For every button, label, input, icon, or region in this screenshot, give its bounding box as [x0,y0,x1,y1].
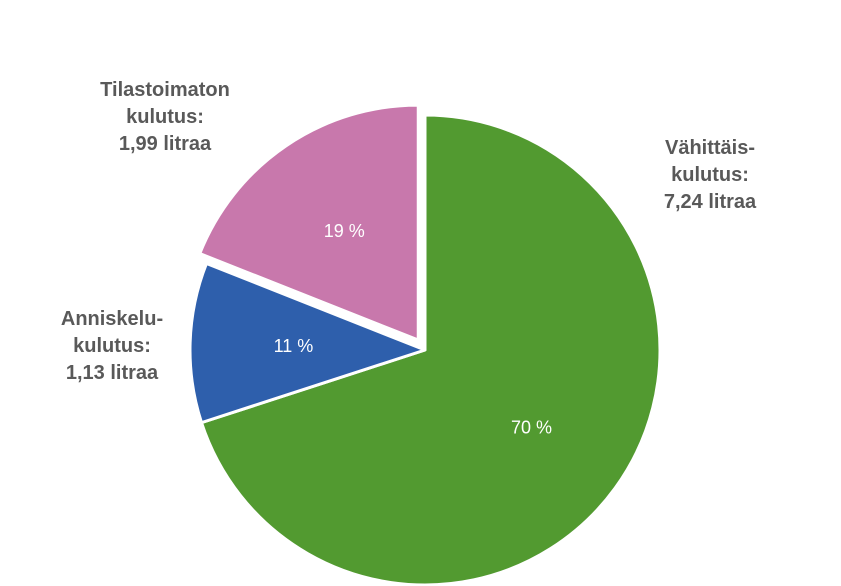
pie-slice-vahittaiskulutus [200,113,662,586]
slice-label-line: 1,99 litraa [118,133,212,155]
slice-label-line: Vähittäis- [664,137,756,159]
pie-slice-tilastoimaton [198,103,420,342]
slice-label-line: kulutus: [126,106,204,128]
slice-percent-label: 11 % [274,336,314,356]
slice-label-line: kulutus: [73,335,151,357]
slice-label-line: Anniskelu- [60,308,164,330]
slice-label-tilastoimaton: Tilastoimaton kulutus: 1,99 litraa [95,77,235,158]
slice-percent-label: 70 % [511,417,552,437]
slice-label-anniskelukulutus: Anniskelu- kulutus: 1,13 litraa [42,306,182,387]
slice-percent-label: 19 % [324,221,365,241]
slice-label-line: 7,24 litraa [663,191,757,213]
slice-label-line: kulutus: [671,164,749,186]
slice-label-vahittaiskulutus: Vähittäis- kulutus: 7,24 litraa [640,135,780,216]
slice-label-line: Tilastoimaton [100,79,230,101]
pie-slice-anniskelukulutus [188,261,427,425]
slice-label-line: 1,13 litraa [65,362,159,384]
